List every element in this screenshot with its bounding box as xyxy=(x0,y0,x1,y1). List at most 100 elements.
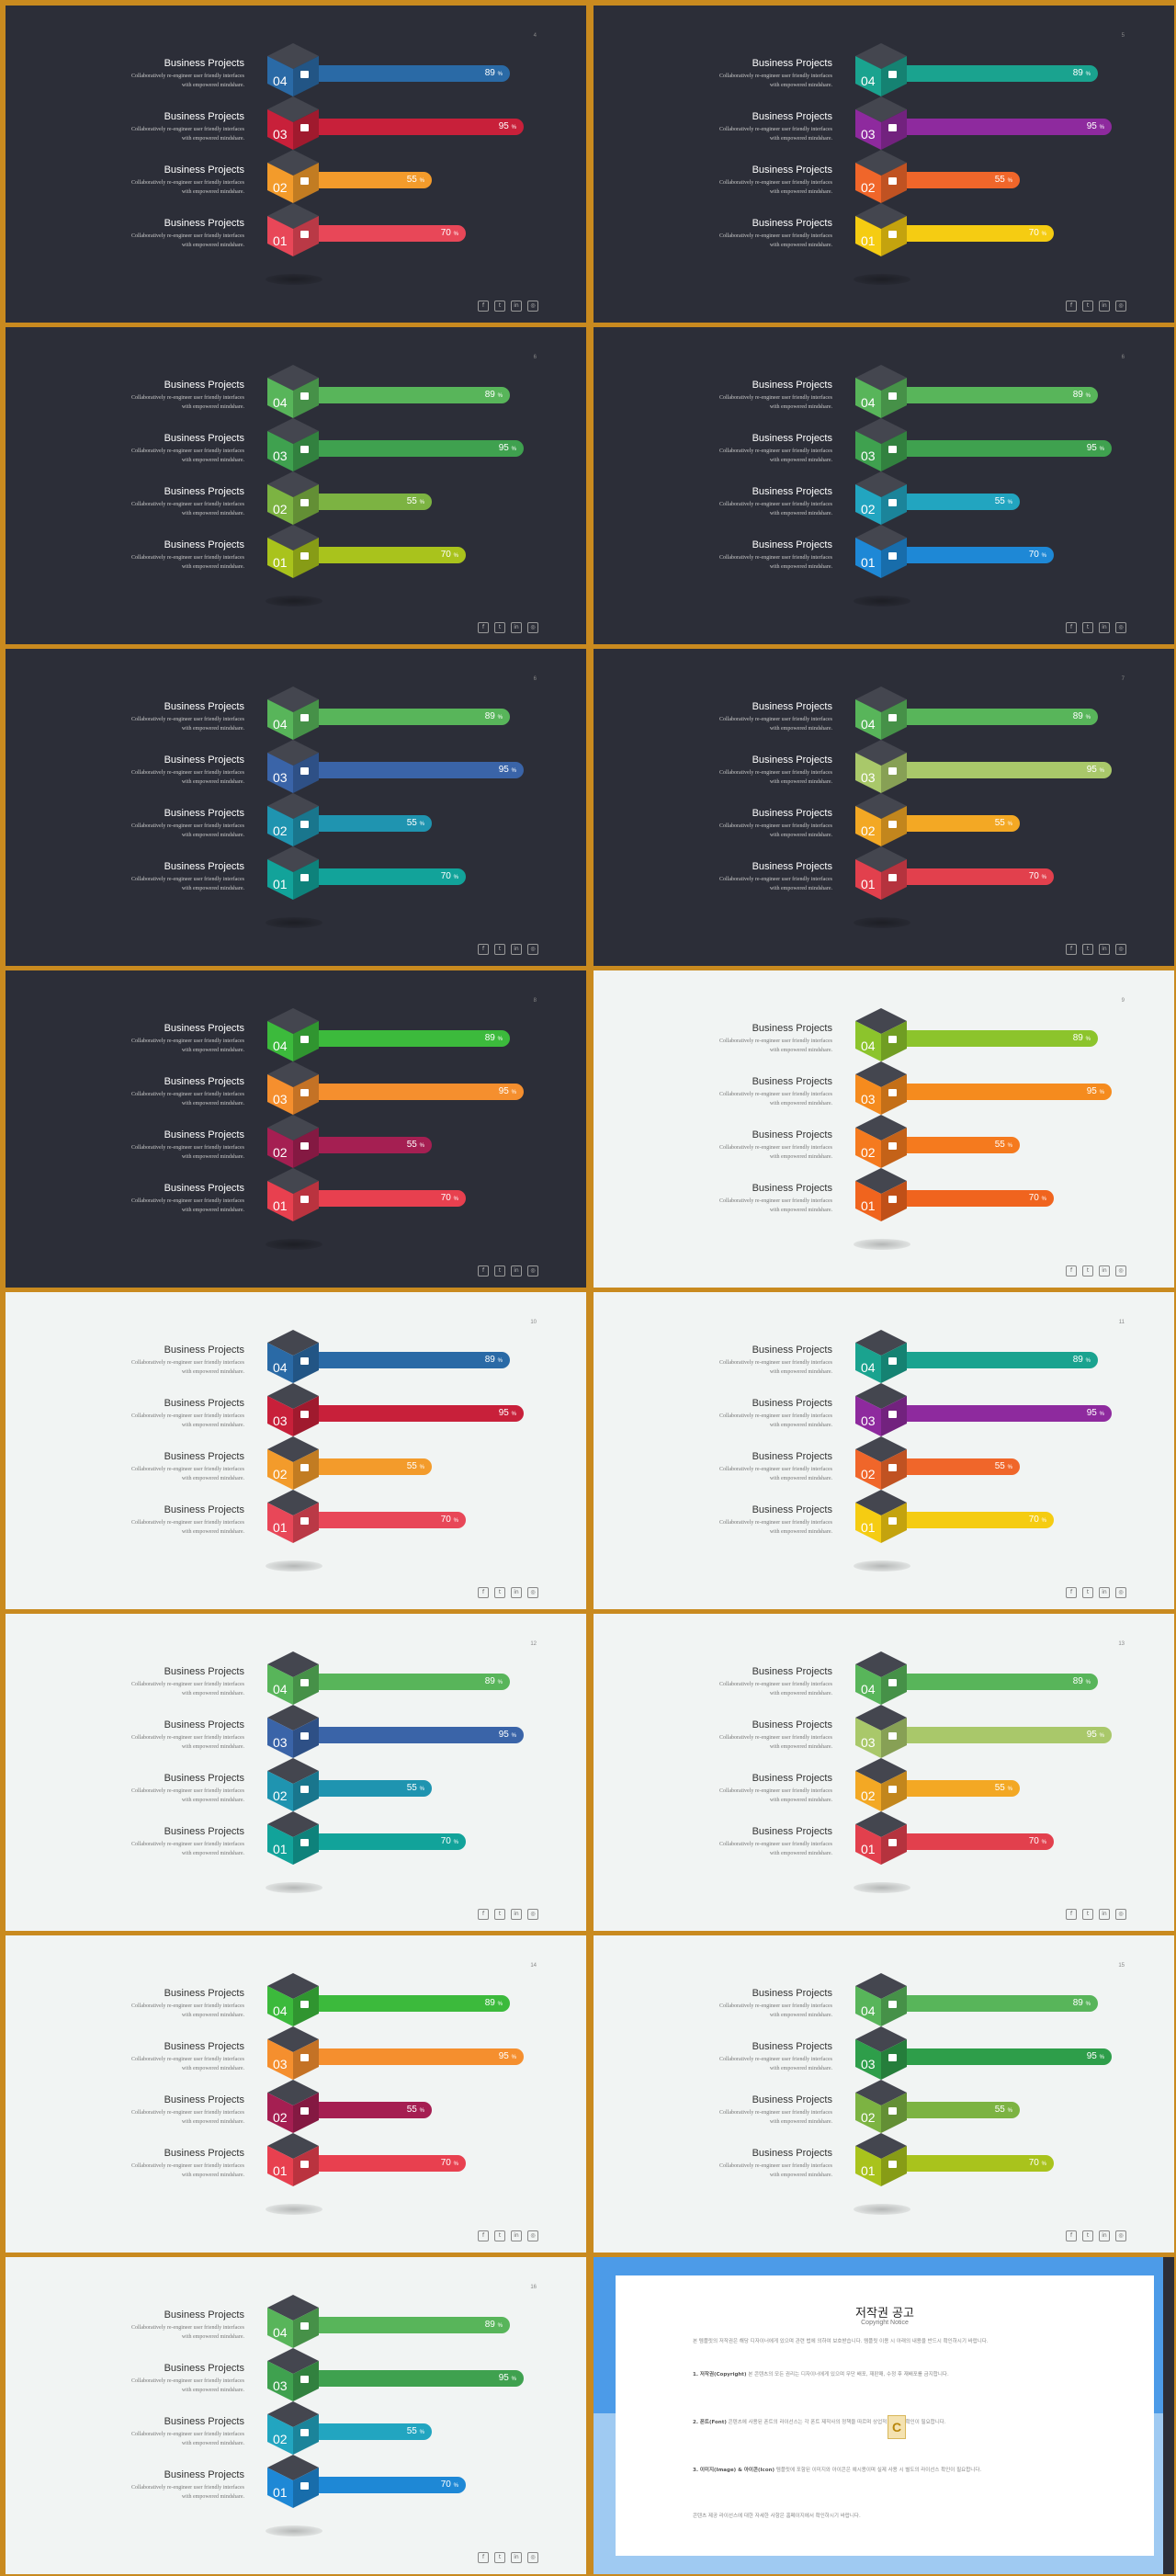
linkedin-icon[interactable]: in xyxy=(511,1265,522,1277)
linkedin-icon[interactable]: in xyxy=(1099,1265,1110,1277)
percent-label: 55 % xyxy=(407,818,424,828)
instagram-icon[interactable]: ◎ xyxy=(527,301,538,312)
cube-shadow xyxy=(266,274,322,285)
twitter-icon[interactable]: t xyxy=(494,1587,505,1598)
linkedin-icon[interactable]: in xyxy=(1099,944,1110,955)
list-item: Business Projects Collaboratively re-engi… xyxy=(594,1664,1174,1710)
linkedin-icon[interactable]: in xyxy=(511,1909,522,1920)
list-item: Business Projects Collaboratively re-engi… xyxy=(594,1396,1174,1442)
description-line: Collaboratively re-engineer user friendl… xyxy=(719,74,832,79)
facebook-icon[interactable]: f xyxy=(478,2230,489,2241)
cube-number: 01 xyxy=(273,555,288,570)
twitter-icon[interactable]: t xyxy=(1082,1265,1093,1277)
twitter-icon[interactable]: t xyxy=(494,944,505,955)
instagram-icon[interactable]: ◎ xyxy=(1115,1265,1126,1277)
linkedin-icon[interactable]: in xyxy=(511,301,522,312)
instagram-icon[interactable]: ◎ xyxy=(527,2230,538,2241)
progress-bar: 70 % xyxy=(305,2477,466,2493)
twitter-icon[interactable]: t xyxy=(494,2552,505,2563)
social-links: f t in ◎ xyxy=(478,301,538,312)
linkedin-icon[interactable]: in xyxy=(1099,2230,1110,2241)
linkedin-icon[interactable]: in xyxy=(511,1587,522,1598)
percent-value: 89 xyxy=(484,1676,495,1686)
twitter-icon[interactable]: t xyxy=(1082,622,1093,633)
twitter-icon[interactable]: t xyxy=(1082,944,1093,955)
twitter-icon[interactable]: t xyxy=(494,1909,505,1920)
facebook-icon[interactable]: f xyxy=(1066,622,1077,633)
facebook-icon[interactable]: f xyxy=(1066,1587,1077,1598)
percent-sign: % xyxy=(1085,2002,1091,2007)
twitter-icon[interactable]: t xyxy=(1082,1909,1093,1920)
linkedin-icon[interactable]: in xyxy=(1099,301,1110,312)
instagram-icon[interactable]: ◎ xyxy=(527,1909,538,1920)
slide: 8 Business Projects Collaboratively re-eng… xyxy=(6,970,586,1288)
facebook-icon[interactable]: f xyxy=(478,1909,489,1920)
instagram-icon[interactable]: ◎ xyxy=(1115,301,1126,312)
facebook-icon[interactable]: f xyxy=(478,301,489,312)
twitter-icon[interactable]: t xyxy=(494,301,505,312)
facebook-icon[interactable]: f xyxy=(478,622,489,633)
linkedin-icon[interactable]: in xyxy=(511,622,522,633)
instagram-icon[interactable]: ◎ xyxy=(1115,2230,1126,2241)
description-line: Collaboratively re-engineer user friendl… xyxy=(131,2432,244,2437)
facebook-icon[interactable]: f xyxy=(478,1587,489,1598)
facebook-icon[interactable]: f xyxy=(478,944,489,955)
percent-value: 55 xyxy=(406,2426,417,2436)
facebook-icon[interactable]: f xyxy=(478,1265,489,1277)
percent-sign: % xyxy=(1041,553,1046,559)
description-line: with empowered mindshare. xyxy=(181,1744,244,1750)
instagram-icon[interactable]: ◎ xyxy=(1115,622,1126,633)
twitter-icon[interactable]: t xyxy=(494,1265,505,1277)
cube-number: 04 xyxy=(273,1682,288,1697)
linkedin-icon[interactable]: in xyxy=(1099,1587,1110,1598)
instagram-icon[interactable]: ◎ xyxy=(1115,944,1126,955)
linkedin-icon[interactable]: in xyxy=(511,944,522,955)
instagram-icon[interactable]: ◎ xyxy=(527,622,538,633)
instagram-icon[interactable]: ◎ xyxy=(527,2552,538,2563)
twitter-icon[interactable]: t xyxy=(1082,301,1093,312)
linkedin-icon[interactable]: in xyxy=(1099,1909,1110,1920)
item-title: Business Projects xyxy=(164,486,244,497)
linkedin-icon[interactable]: in xyxy=(511,2552,522,2563)
cube-face-icon xyxy=(888,177,897,185)
description-line: Collaboratively re-engineer user friendl… xyxy=(131,233,244,239)
instagram-icon[interactable]: ◎ xyxy=(1115,1909,1126,1920)
progress-bar: 55 % xyxy=(893,172,1020,188)
list-item: Business Projects Collaboratively re-engi… xyxy=(594,1021,1174,1067)
percent-label: 70 % xyxy=(1029,1515,1046,1525)
facebook-icon[interactable]: f xyxy=(1066,301,1077,312)
cube-number: 01 xyxy=(273,2485,288,2500)
twitter-icon[interactable]: t xyxy=(494,622,505,633)
percent-label: 70 % xyxy=(1029,871,1046,881)
progress-bar: 95 % xyxy=(305,1084,524,1100)
facebook-icon[interactable]: f xyxy=(1066,2230,1077,2241)
cube-left-face xyxy=(855,484,881,525)
linkedin-icon[interactable]: in xyxy=(511,2230,522,2241)
facebook-icon[interactable]: f xyxy=(478,2552,489,2563)
facebook-icon[interactable]: f xyxy=(1066,1909,1077,1920)
instagram-icon[interactable]: ◎ xyxy=(527,1265,538,1277)
instagram-icon[interactable]: ◎ xyxy=(527,1587,538,1598)
percent-sign: % xyxy=(453,232,458,237)
item-title: Business Projects xyxy=(752,1504,832,1515)
twitter-icon[interactable]: t xyxy=(1082,2230,1093,2241)
percent-sign: % xyxy=(419,500,424,505)
item-title: Business Projects xyxy=(164,218,244,229)
facebook-icon[interactable]: f xyxy=(1066,944,1077,955)
twitter-icon[interactable]: t xyxy=(1082,1587,1093,1598)
list-item: Business Projects Collaboratively re-engi… xyxy=(594,1771,1174,1817)
instagram-icon[interactable]: ◎ xyxy=(527,944,538,955)
list-item: Business Projects Collaboratively re-engi… xyxy=(594,1718,1174,1764)
instagram-icon[interactable]: ◎ xyxy=(1115,1587,1126,1598)
twitter-icon[interactable]: t xyxy=(494,2230,505,2241)
cube-left-face xyxy=(855,216,881,256)
description-line: with empowered mindshare. xyxy=(181,1691,244,1697)
percent-sign: % xyxy=(419,178,424,184)
cube-number: 04 xyxy=(273,2003,288,2018)
linkedin-icon[interactable]: in xyxy=(1099,622,1110,633)
facebook-icon[interactable]: f xyxy=(1066,1265,1077,1277)
percent-sign: % xyxy=(1041,232,1046,237)
cube-icon: 04 xyxy=(267,1008,319,1061)
percent-label: 89 % xyxy=(1073,1033,1091,1043)
list-item: Business Projects Collaboratively re-engi… xyxy=(594,2146,1174,2192)
